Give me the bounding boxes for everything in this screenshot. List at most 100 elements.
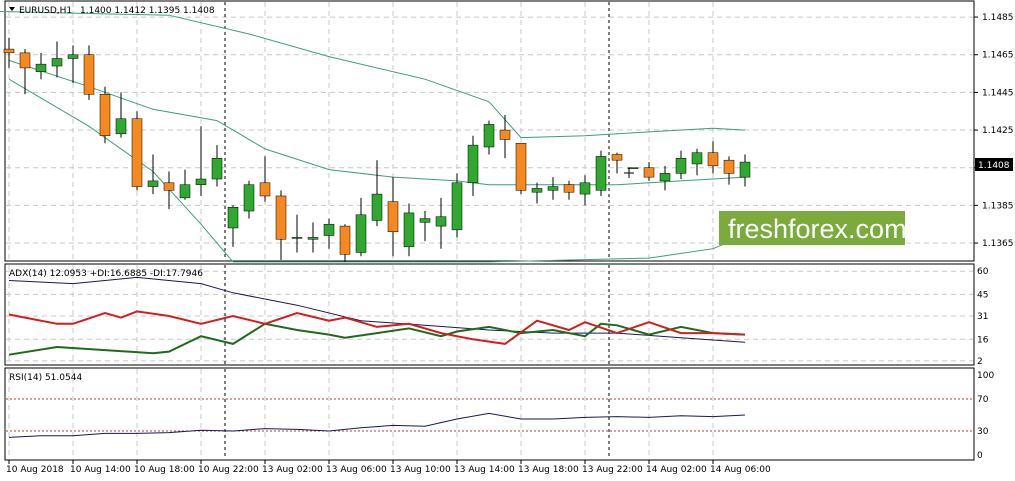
main-chart-title: EURUSD,H1 xyxy=(19,6,72,16)
candle-body xyxy=(531,188,543,193)
candle-body xyxy=(19,52,31,69)
candle-body xyxy=(403,212,415,248)
candle-body xyxy=(323,223,335,236)
adx-y-tick-label: 31 xyxy=(977,312,988,322)
candle-body xyxy=(35,63,47,72)
candle-body xyxy=(723,159,735,174)
y-axis-ticks: 1.14851.14651.14451.14251.14051.13851.13… xyxy=(974,13,1014,461)
candlesticks xyxy=(3,37,751,262)
candle-body xyxy=(387,201,399,233)
adx-y-tick-label: 45 xyxy=(977,290,988,300)
x-tick-label: 13 Aug 14:00 xyxy=(454,465,515,475)
x-tick-label: 13 Aug 18:00 xyxy=(518,465,579,475)
last-price-label: 1.1408 xyxy=(978,161,1010,171)
candle-body xyxy=(115,118,127,135)
watermark-text: freshforex.com xyxy=(728,214,907,244)
candle-body xyxy=(739,161,751,178)
candle-body xyxy=(259,182,271,197)
candle-body xyxy=(627,167,639,169)
candle-body xyxy=(451,182,463,231)
watermark-badge xyxy=(719,211,905,245)
adx-title: ADX(14) 12.0953 +DI:16.6885 -DI:17.7946 xyxy=(9,269,203,279)
bollinger-upper-line xyxy=(0,11,746,139)
rsi-y-tick-label: 70 xyxy=(977,395,989,405)
x-tick-label: 13 Aug 10:00 xyxy=(390,465,451,475)
candle-body xyxy=(227,207,239,229)
x-axis-ticks: 10 Aug 2018 10 Aug 14:00 10 Aug 18:00 10 Au… xyxy=(6,460,771,475)
bollinger-bands xyxy=(0,11,746,263)
y-tick-label: 1.1465 xyxy=(982,51,1014,61)
rsi-y-tick-label: 30 xyxy=(977,427,989,437)
chart-menu-icon[interactable] xyxy=(9,7,15,11)
candle-body xyxy=(691,152,703,165)
bollinger-lower-line xyxy=(8,78,746,263)
x-tick-label: 10 Aug 2018 xyxy=(6,465,64,475)
x-tick-label: 10 Aug 14:00 xyxy=(70,465,131,475)
adx-lines xyxy=(8,276,746,356)
candle-body xyxy=(51,58,63,67)
adx-panel-frame xyxy=(4,263,975,366)
candle-body xyxy=(275,195,287,240)
x-tick-label: 13 Aug 22:00 xyxy=(582,465,643,475)
adx-y-tick-label: 16 xyxy=(977,335,989,345)
candle-body xyxy=(163,182,175,191)
rsi-series-line xyxy=(8,412,746,438)
candle-body xyxy=(291,237,303,239)
candle-body xyxy=(147,180,159,187)
candle-body xyxy=(307,237,319,240)
adx-series-plusdi xyxy=(8,322,746,356)
candle-body xyxy=(483,124,495,148)
bollinger-middle-line xyxy=(8,59,746,186)
rsi-y-tick-label: 0 xyxy=(977,451,983,461)
candle-body xyxy=(3,48,15,54)
y-tick-label: 1.1445 xyxy=(982,88,1014,98)
rsi-title: RSI(14) 51.0544 xyxy=(9,373,82,383)
candle-body xyxy=(563,184,575,193)
adx-y-tick-label: 2 xyxy=(977,357,983,367)
candle-body xyxy=(467,144,479,184)
session-separators xyxy=(224,2,610,459)
crosshair-icon xyxy=(624,168,634,178)
candle-body xyxy=(179,184,191,199)
candle-body xyxy=(595,156,607,191)
candle-body xyxy=(547,186,559,191)
x-tick-label: 13 Aug 06:00 xyxy=(326,465,387,475)
candle-body xyxy=(211,158,223,180)
candle-body xyxy=(355,214,367,253)
last-price-marker xyxy=(975,158,1013,171)
adx-y-tick-label: 60 xyxy=(977,267,989,277)
candle-body xyxy=(419,218,431,223)
rsi-lines xyxy=(8,412,746,438)
candle-body xyxy=(643,167,655,178)
x-tick-label: 14 Aug 02:00 xyxy=(646,465,707,475)
x-tick-label: 10 Aug 18:00 xyxy=(134,465,195,475)
candle-body xyxy=(99,94,111,136)
candle-body xyxy=(611,154,623,161)
x-tick-label: 10 Aug 22:00 xyxy=(198,465,259,475)
main-ohlc-label: 1.1400 1.1412 1.1395 1.1408 xyxy=(80,6,215,16)
candle-body xyxy=(371,193,383,221)
candle-body xyxy=(195,178,207,185)
y-tick-label: 1.1485 xyxy=(982,13,1014,23)
candle-body xyxy=(675,158,687,174)
candle-body xyxy=(707,152,719,167)
candle-body xyxy=(67,54,79,59)
x-tick-label: 14 Aug 06:00 xyxy=(710,465,771,475)
candle-body xyxy=(579,182,591,195)
main-panel-frame xyxy=(4,0,975,262)
candle-body xyxy=(499,129,511,140)
y-tick-label: 1.1385 xyxy=(982,201,1014,211)
rsi-y-tick-label: 100 xyxy=(977,371,994,381)
candle-body xyxy=(339,225,351,255)
candle-body xyxy=(515,142,527,191)
candle-body xyxy=(83,54,95,95)
y-tick-label: 1.1365 xyxy=(982,239,1014,249)
adx-series-minusdi xyxy=(8,310,746,345)
candle-body xyxy=(659,173,671,182)
candle-body xyxy=(435,216,447,227)
y-tick-label: 1.1425 xyxy=(982,126,1014,136)
x-tick-label: 13 Aug 02:00 xyxy=(262,465,323,475)
candle-body xyxy=(243,184,255,212)
candle-body xyxy=(131,118,143,187)
